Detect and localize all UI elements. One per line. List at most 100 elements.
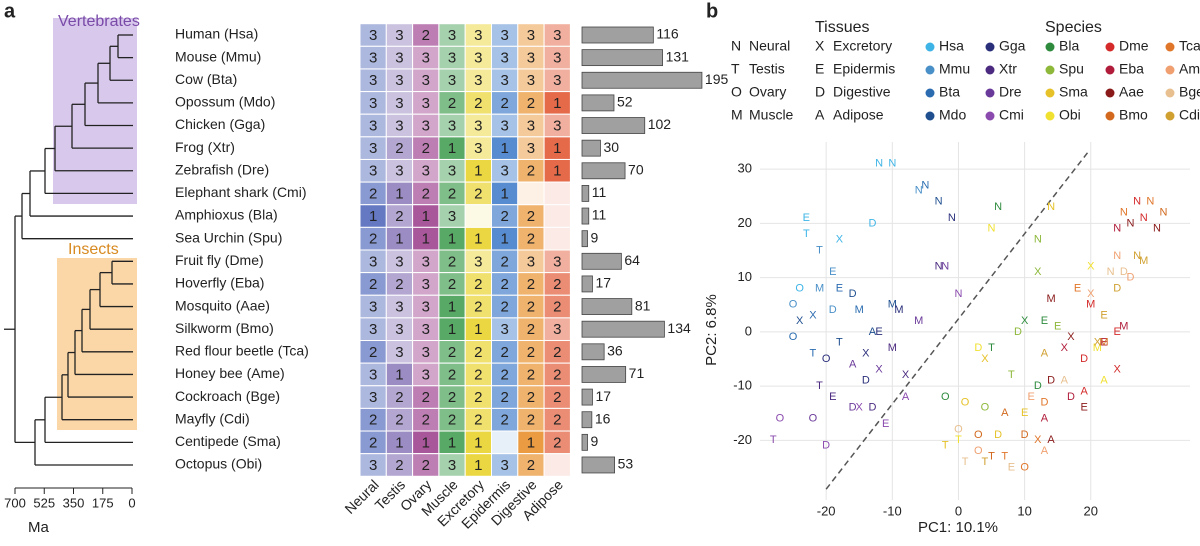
species-label: Cockroach (Bge): [175, 388, 280, 404]
cell-value: 2: [422, 412, 430, 429]
point: T: [988, 451, 995, 463]
cell-value: 1: [448, 434, 456, 451]
cell-value: 2: [395, 389, 403, 406]
legend-label: Bge: [1179, 84, 1200, 100]
cell-value: 1: [395, 185, 403, 202]
cell-value: 3: [474, 253, 482, 270]
cell-value: 2: [474, 344, 482, 361]
cell-value: 2: [474, 185, 482, 202]
cell-value: 2: [448, 366, 456, 383]
bar: [581, 94, 615, 112]
y-tick-label: -20: [733, 432, 752, 447]
cell-value: 3: [553, 27, 561, 44]
cell-value: 1: [422, 231, 430, 248]
point: T: [816, 244, 823, 256]
point: M: [1099, 337, 1108, 349]
cell-value: 2: [395, 457, 403, 474]
tissue-name: Epidermis: [833, 61, 895, 77]
legend-marker: [925, 88, 935, 98]
cell-value: 3: [474, 72, 482, 89]
bar-label: 53: [618, 456, 634, 472]
species-label: Silkworm (Bmo): [175, 320, 274, 336]
legend-label: Dme: [1119, 38, 1149, 54]
cell-value: 3: [527, 50, 535, 67]
species-label: Elephant shark (Cmi): [175, 184, 307, 200]
cell-value: 2: [474, 276, 482, 293]
cell-value: 1: [553, 140, 561, 157]
cell-value: 3: [422, 299, 430, 316]
cell-value: 2: [395, 276, 403, 293]
cell-value: 1: [474, 457, 482, 474]
cell-value: 2: [369, 185, 377, 202]
point: D: [1080, 353, 1088, 365]
legend-label: Gga: [999, 38, 1026, 54]
point: T: [1001, 451, 1008, 463]
species-label: Fruit fly (Dme): [175, 252, 264, 268]
bar: [581, 49, 663, 67]
cell-value: 3: [369, 321, 377, 338]
bar-label: 134: [667, 320, 691, 336]
empty-cell: [543, 204, 571, 228]
point: E: [803, 212, 810, 224]
cell-value: 2: [527, 276, 535, 293]
point: O: [789, 299, 798, 311]
cell-value: 3: [369, 389, 377, 406]
bar-label: 30: [603, 139, 619, 155]
point: N: [1113, 250, 1121, 262]
point: A: [1061, 375, 1069, 387]
bar: [581, 139, 601, 157]
cell-value: 1: [448, 299, 456, 316]
x-tick-label: 350: [63, 495, 85, 510]
point: O: [941, 391, 950, 403]
tissue-name: Ovary: [749, 84, 786, 100]
point: X: [1087, 261, 1095, 273]
bar-label: 11: [592, 207, 607, 223]
tree: [4, 34, 133, 466]
cell-value: 2: [369, 276, 377, 293]
cell-value: 2: [527, 163, 535, 180]
tissue-name: Neural: [749, 38, 790, 54]
cell-value: 3: [422, 117, 430, 134]
point: N: [1120, 206, 1128, 218]
tissue-code: X: [815, 38, 825, 54]
point: N: [954, 288, 962, 300]
point: A: [1041, 347, 1049, 359]
point: A: [1041, 413, 1049, 425]
x-tick-label: 0: [955, 503, 962, 518]
point: T: [810, 347, 817, 359]
bar: [581, 230, 588, 248]
cell-value: 3: [448, 457, 456, 474]
cell-value: 2: [527, 321, 535, 338]
cell-value: 3: [474, 117, 482, 134]
species-label: Zebrafish (Dre): [175, 161, 269, 177]
point: D: [822, 440, 830, 452]
cell-value: 3: [474, 140, 482, 157]
bar: [581, 343, 605, 361]
legend-label: Ame: [1179, 61, 1200, 77]
cell-value: 2: [500, 95, 508, 112]
point: D: [1113, 282, 1121, 294]
point: M: [1093, 342, 1102, 354]
legend-marker: [985, 111, 995, 121]
point: E: [836, 282, 843, 294]
group-label: Insects: [68, 241, 119, 258]
y-tick-label: 30: [738, 161, 752, 176]
cell-value: 3: [422, 366, 430, 383]
legend-marker: [1105, 88, 1115, 98]
tissue-name: Excretory: [833, 38, 892, 54]
cell-value: 2: [422, 185, 430, 202]
cell-value: 3: [369, 140, 377, 157]
panel-label: b: [706, 0, 718, 22]
point: X: [1034, 434, 1042, 446]
legend-label: Spu: [1059, 61, 1084, 77]
cell-value: 2: [553, 299, 561, 316]
point: A: [1041, 445, 1049, 457]
species-label: Amphioxus (Bla): [175, 207, 278, 223]
point: E: [875, 326, 882, 338]
cell-value: 2: [500, 276, 508, 293]
cell-value: 3: [422, 50, 430, 67]
cell-value: 2: [500, 299, 508, 316]
cell-value: 2: [395, 208, 403, 225]
insects-box: [57, 258, 137, 430]
panel-label: a: [4, 0, 16, 22]
